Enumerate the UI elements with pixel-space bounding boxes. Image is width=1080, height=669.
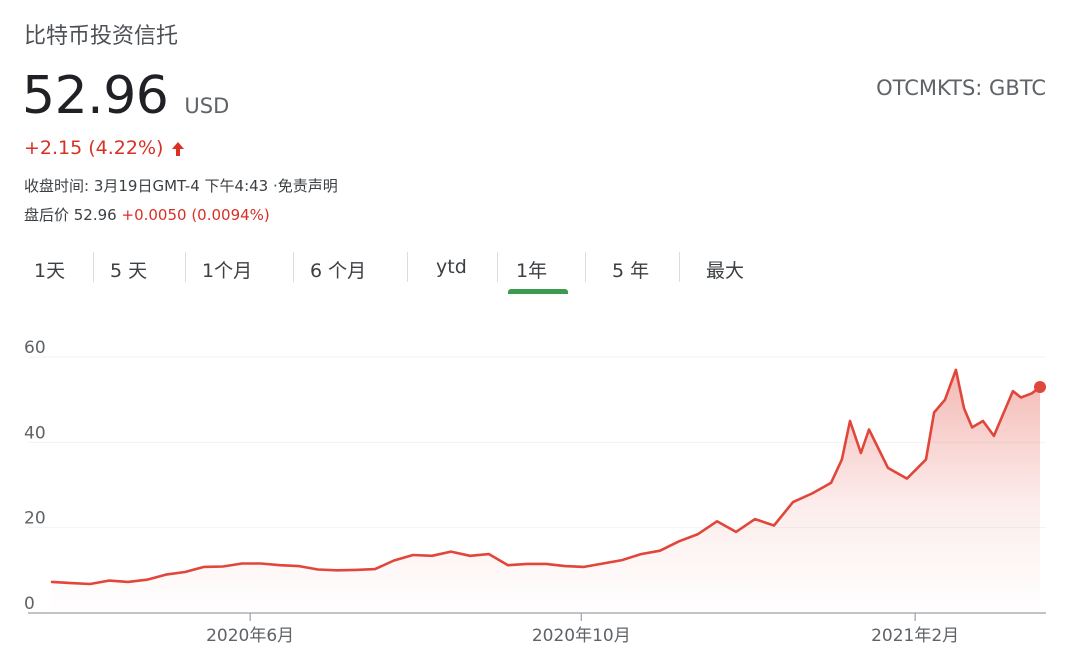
- last-price-dot: [1034, 381, 1046, 394]
- price-row: 52.96 USD: [22, 66, 229, 126]
- after-hours-change: +0.0050 (0.0094%): [121, 206, 270, 224]
- after-hours-price: 盘后价 52.96: [24, 206, 117, 224]
- y-axis-labels: 0 20 40 60: [24, 338, 46, 614]
- tab-1-month[interactable]: 1个月: [186, 248, 294, 288]
- tab-label: 5 年: [612, 260, 650, 282]
- tab-label: 最大: [706, 260, 745, 282]
- price-change-row: +2.15 (4.22%): [24, 137, 185, 159]
- tab-6-months[interactable]: 6 个月: [294, 248, 408, 288]
- x-axis-labels: 2020年6月 2020年10月 2021年2月: [206, 613, 959, 646]
- price-chart: 0 20 40 60 2020年6月 2020年10月 2021年2月: [24, 338, 1046, 646]
- tab-1-year[interactable]: 1年: [498, 248, 586, 294]
- x-tick-label: 2020年10月: [532, 626, 631, 646]
- y-tick-label: 60: [24, 338, 46, 358]
- tab-label: 1个月: [202, 260, 253, 282]
- y-tick-label: 0: [24, 594, 35, 614]
- arrow-up-icon: [171, 140, 185, 156]
- price-line: [50, 368, 1042, 586]
- ticker-symbol: OTCMKTS: GBTC: [876, 76, 1046, 100]
- x-tick-label: 2021年2月: [871, 626, 959, 646]
- tab-ytd[interactable]: ytd: [408, 248, 498, 288]
- y-tick-label: 40: [24, 423, 46, 443]
- currency-label: USD: [184, 94, 230, 118]
- after-hours-row: 盘后价 52.96 +0.0050 (0.0094%): [24, 204, 270, 225]
- tab-max[interactable]: 最大: [680, 248, 760, 288]
- selected-tab-indicator: [508, 289, 568, 294]
- x-tick-label: 2020年6月: [206, 626, 294, 646]
- y-tick-label: 20: [24, 509, 46, 529]
- range-tabs: 1天 5 天 1个月 6 个月 ytd 1年 5 年 最大: [18, 248, 760, 294]
- company-name: 比特币投资信托: [24, 24, 179, 49]
- tab-label: ytd: [436, 256, 467, 278]
- tab-label: 6 个月: [310, 260, 367, 282]
- tab-label: 1年: [516, 260, 548, 282]
- tab-1-day[interactable]: 1天: [18, 248, 94, 288]
- tab-5-years[interactable]: 5 年: [586, 248, 680, 288]
- current-price: 52.96: [22, 66, 169, 126]
- price-change: +2.15 (4.22%): [24, 137, 164, 159]
- tab-label: 5 天: [110, 260, 148, 282]
- close-time: 收盘时间: 3月19日GMT-4 下午4:43 ·免责声明: [24, 177, 338, 195]
- price-area: [52, 369, 1040, 613]
- tab-label: 1天: [34, 260, 66, 282]
- tab-5-days[interactable]: 5 天: [94, 248, 186, 288]
